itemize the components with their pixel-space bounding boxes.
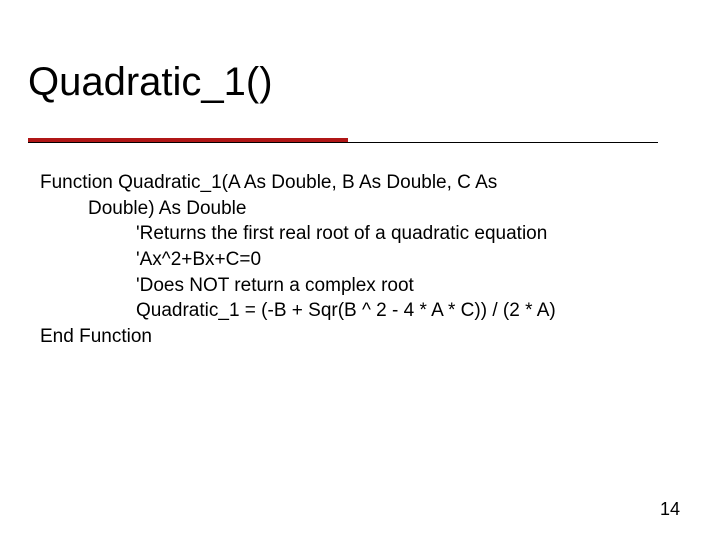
code-comment-1: 'Returns the first real root of a quadra… [40,221,680,247]
code-assignment: Quadratic_1 = (-B + Sqr(B ^ 2 - 4 * A * … [40,298,680,324]
slide: Quadratic_1() Function Quadratic_1(A As … [0,0,720,540]
slide-title: Quadratic_1() [28,60,273,105]
code-comment-2: 'Ax^2+Bx+C=0 [40,247,680,273]
code-comment-3: 'Does NOT return a complex root [40,273,680,299]
title-underline-thin [28,142,658,143]
code-block: Function Quadratic_1(A As Double, B As D… [40,170,680,349]
title-wrap: Quadratic_1() [28,60,273,105]
code-signature-line2: Double) As Double [40,196,680,222]
page-number: 14 [660,499,680,520]
code-signature-line1: Function Quadratic_1(A As Double, B As D… [40,170,680,196]
code-end: End Function [40,324,680,350]
